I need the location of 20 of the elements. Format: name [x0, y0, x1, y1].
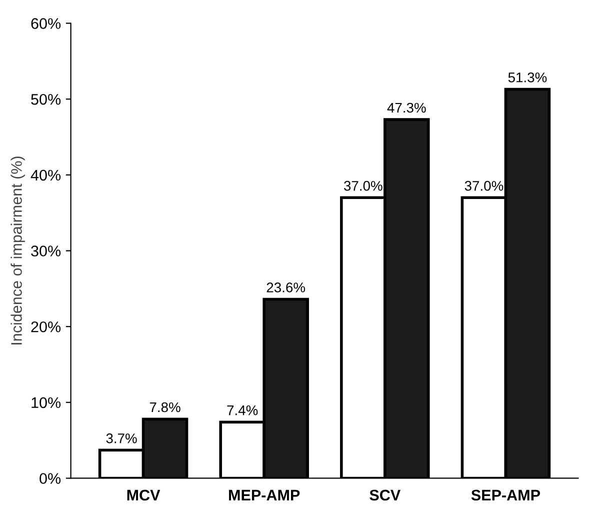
- data-label: 37.0%: [464, 180, 504, 191]
- x-tick-label: SCV: [370, 490, 401, 501]
- x-tick-label: MEP-AMP: [229, 490, 300, 500]
- y-axis-title: Incidence of impairment (%): [10, 156, 25, 344]
- x-tick-label: SEP-AMP: [471, 490, 540, 501]
- y-tick-label: 0%: [40, 473, 61, 484]
- x-tick-label: MCV: [127, 490, 160, 501]
- data-label: 3.7%: [106, 433, 137, 444]
- y-tick-label: 50%: [31, 94, 61, 105]
- y-tick-label: 40%: [30, 170, 61, 181]
- data-label: 47.3%: [387, 102, 426, 113]
- y-tick-label: 10%: [32, 397, 61, 408]
- data-label: 7.8%: [150, 402, 180, 412]
- y-tick-label: 60%: [31, 18, 61, 29]
- data-label: 37.0%: [344, 180, 382, 191]
- data-label: 7.4%: [227, 405, 258, 416]
- y-tick-label: 20%: [31, 321, 61, 332]
- data-label: 23.6%: [266, 282, 306, 292]
- y-tick-label: 30%: [31, 246, 61, 256]
- data-label: 51.3%: [508, 72, 547, 82]
